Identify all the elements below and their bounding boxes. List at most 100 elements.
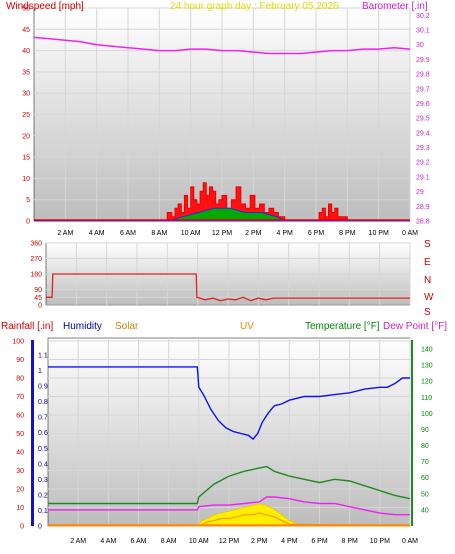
climate-time-tick-label: 6 PM [311,538,328,545]
humidity-tick-label: 100 [12,339,24,346]
direction-tick-label: 360 [30,241,42,248]
climate-time-tick-label: 0 AM [402,538,418,545]
time-tick-label: 6 AM [120,230,136,237]
uv-axis-title: UV [240,321,254,332]
temperature-tick-label: 140 [421,347,433,354]
windspeed-tick-label: 5 [26,197,30,204]
solar-axis-title: Solar [115,321,139,332]
compass-letter-s-top: S [424,239,431,250]
temperature-tick-label: 90 [421,427,429,434]
barometer-tick-label: 29.5 [416,116,430,123]
barometer-tick-label: 28.8 [416,219,430,226]
windspeed-tick-label: 35 [22,69,30,76]
average-wind-area [34,207,410,222]
rainfall-tick-label: 0.3 [38,477,48,484]
rainfall-tick-label: 1 [38,368,42,375]
rainfall-tick-label: 0.2 [38,492,48,499]
time-tick-label: 10 AM [181,230,201,237]
rainfall-tick-label: 0 [38,524,42,531]
barometer-tick-label: 29.1 [416,174,430,181]
barometer-tick-label: 30 [416,42,424,49]
windspeed-tick-label: 45 [22,27,30,34]
time-tick-label: 2 AM [57,230,73,237]
temperature-tick-label: 120 [421,379,433,386]
temperature-axis-bar [411,340,413,526]
humidity-tick-label: 70 [16,394,24,401]
windspeed-tick-label: 15 [22,155,30,162]
compass-letter-w: W [424,292,434,303]
temperature-tick-label: 100 [421,411,433,418]
windspeed-tick-label: 40 [22,48,30,55]
windspeed-tick-label: 20 [22,133,30,140]
barometer-tick-label: 29 [416,189,424,196]
barometer-tick-label: 30.2 [416,13,430,20]
climate-time-tick-label: 4 AM [100,538,116,545]
barometer-axis-title: Barometer [.in] [362,1,428,12]
barometer-tick-label: 29.9 [416,57,430,64]
compass-letter-n: N [424,275,431,286]
time-tick-label: 10 PM [369,230,389,237]
rainfall-tick-label: 0.1 [38,508,48,515]
rainfall-tick-label: 1.1 [38,353,48,360]
humidity-tick-label: 40 [16,450,24,457]
temperature-tick-label: 130 [421,363,433,370]
rainfall-tick-label: 0.7 [38,415,48,422]
windspeed-tick-label: 30 [22,91,30,98]
humidity-tick-label: 80 [16,376,24,383]
humidity-tick-label: 60 [16,413,24,420]
rainfall-tick-label: 0.6 [38,430,48,437]
time-tick-label: 12 PM [212,230,232,237]
humidity-tick-label: 90 [16,357,24,364]
direction-tick-label: 45 [34,295,42,302]
climate-time-tick-label: 6 AM [131,538,147,545]
time-tick-label: 2 PM [245,230,262,237]
barometer-tick-label: 29.2 [416,160,430,167]
windspeed-tick-label: 0 [26,219,30,226]
dew-point-line [48,496,410,516]
humidity-tick-label: 50 [16,431,24,438]
windspeed-axis-title: Windspeed [mph] [6,1,84,12]
time-tick-label: 8 PM [339,230,356,237]
rainfall-tick-label: 0.5 [38,446,48,453]
humidity-line [48,366,410,441]
climate-panel: 0 10 20 30 40 50 60 70 80 90 100 0 0.1 0.2 0.3 0.4 0.5 0.… [1,321,447,545]
gust-area [34,182,410,222]
time-tick-label: 4 PM [276,230,293,237]
uv-line [48,512,411,527]
climate-time-tick-label: 8 AM [161,538,177,545]
climate-time-tick-label: 8 PM [341,538,358,545]
barometer-tick-label: 30.1 [416,28,430,35]
direction-tick-label: 270 [30,256,42,263]
humidity-tick-label: 0 [20,524,24,531]
windspeed-tick-label: 50 [22,6,30,13]
rainfall-tick-label: 0.8 [38,399,48,406]
rainfall-tick-label: 0.4 [38,461,48,468]
humidity-tick-label: 10 [16,505,24,512]
climate-time-tick-label: 2 PM [251,538,268,545]
time-tick-label: 0 AM [402,230,418,237]
rain-axis-bar [31,340,34,526]
compass-letter-e: E [424,257,431,268]
barometer-tick-label: 28.9 [416,204,430,211]
direction-tick-label: 90 [34,287,42,294]
compass-letter-s-bottom: S [424,307,431,318]
barometer-tick-label: 29.6 [416,101,430,108]
dew-point-axis-title: Dew Point [°F] [383,321,447,332]
rainfall-axis-title: Rainfall [.in] [1,321,53,332]
time-tick-label: 4 AM [89,230,105,237]
temperature-tick-label: 80 [421,443,429,450]
humidity-tick-label: 30 [16,468,24,475]
barometer-tick-label: 29.3 [416,145,430,152]
temperature-tick-label: 60 [421,475,429,482]
direction-tick-label: 0 [38,303,42,310]
barometer-line [33,36,411,55]
temperature-axis-title: Temperature [°F] [305,321,380,332]
barometer-tick-label: 29.7 [416,86,430,93]
barometer-tick-label: 29.4 [416,130,430,137]
wind-barometer-panel: 0 5 10 15 20 25 30 35 40 45 50 28.8 28.9 29 29.1 29.2 29… [6,1,430,237]
temperature-line [48,465,411,505]
temperature-tick-label: 40 [421,507,429,514]
climate-time-tick-label: 10 PM [370,538,390,545]
time-tick-label: 6 PM [308,230,325,237]
